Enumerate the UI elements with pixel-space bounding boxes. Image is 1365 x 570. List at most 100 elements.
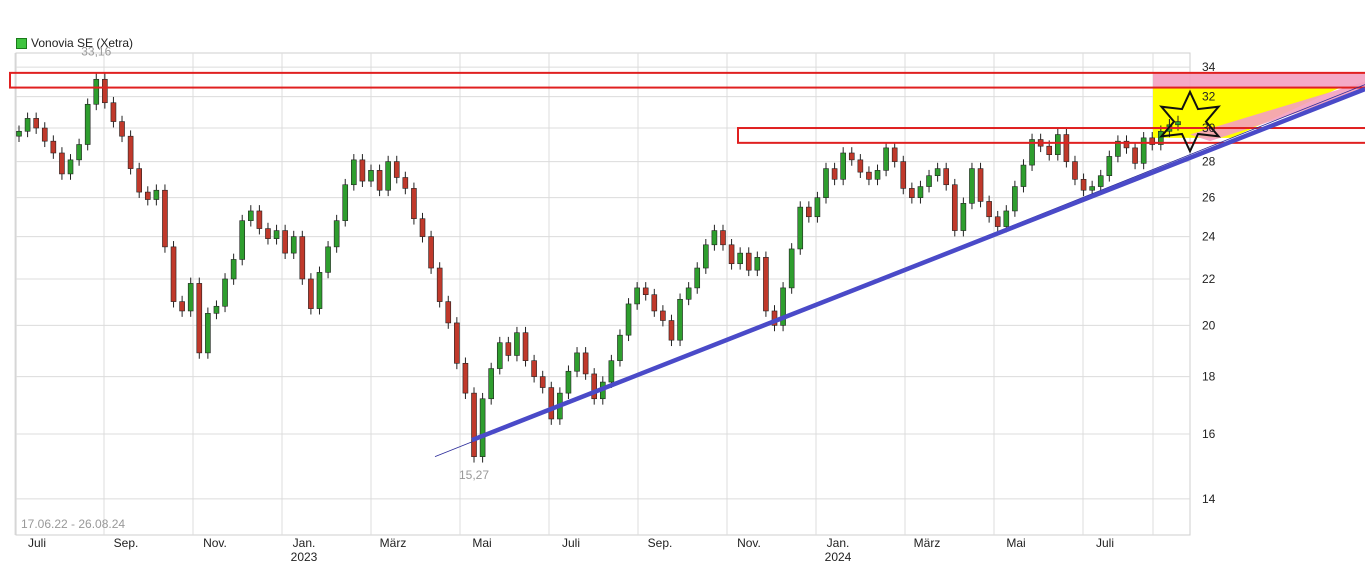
candle-body (50, 140, 57, 154)
candle-body (703, 244, 709, 269)
x-tick-label: Juli (28, 536, 46, 550)
y-tick-label: 14 (1202, 492, 1216, 506)
x-tick-label: Mai (1006, 536, 1025, 550)
candle-body (333, 220, 340, 248)
candle-body (385, 161, 391, 191)
candle-body (677, 298, 683, 341)
candle-body (76, 144, 82, 161)
chart-axes: 14 16 18 20 22 24 26 28 30 32 34 Juli Sep. Nov. Jan. Mä… (21, 45, 1216, 564)
candle-body (299, 236, 306, 280)
y-tick-label: 20 (1202, 318, 1216, 332)
candle-body (454, 322, 460, 364)
projection-fill (1153, 87, 1340, 138)
candle-body (1080, 178, 1087, 191)
y-tick-label: 28 (1202, 155, 1216, 169)
candle-body (84, 103, 91, 145)
candle-body (806, 206, 812, 218)
candle-body (102, 78, 108, 104)
chart-grid (14, 52, 1191, 536)
candle-body (857, 159, 864, 173)
candle-body (170, 246, 177, 302)
candle-body (866, 171, 872, 180)
x-tick-label: Juli (1096, 536, 1114, 550)
candle-body (668, 320, 675, 341)
candle-body (316, 272, 323, 309)
star-marker (1158, 89, 1222, 154)
candle-body (1158, 130, 1164, 145)
candle-body (119, 121, 125, 137)
candle-body (411, 188, 417, 220)
candle-body (745, 252, 752, 271)
candle-body (780, 287, 786, 326)
candle-body (239, 220, 246, 260)
candle-body (694, 267, 701, 289)
candle-body (1055, 134, 1061, 155)
y-tick-label: 34 (1202, 60, 1216, 74)
candle-body (248, 210, 254, 221)
candle-body (891, 147, 898, 162)
candle-body (290, 236, 297, 254)
candle-body (1097, 175, 1104, 187)
candle-body (230, 259, 237, 280)
candle-body (308, 278, 314, 309)
candle-body (994, 216, 1001, 227)
candle-body (505, 342, 512, 356)
candle-body (1140, 137, 1147, 164)
candle-body (265, 228, 271, 239)
projection-overlay (1153, 72, 1365, 142)
y-tick-label: 32 (1202, 90, 1216, 104)
drawing-overlay (9, 71, 1365, 458)
candle-body (273, 230, 280, 239)
candle-body (222, 278, 228, 307)
projection-wedge (1190, 81, 1365, 142)
candle-body (93, 78, 100, 105)
candle-body (16, 130, 22, 137)
x-tick-label: Jan. (827, 536, 850, 550)
candle-body (445, 301, 452, 324)
candle-body (1132, 147, 1138, 164)
date-range-label: 17.06.22 - 26.08.24 (21, 517, 125, 531)
candle-body (67, 159, 74, 175)
candle-body (642, 287, 649, 296)
trendline-thick (471, 86, 1365, 443)
candle-body (625, 303, 632, 336)
candle-body (651, 294, 658, 312)
candle-body (711, 230, 718, 246)
candle-body (522, 332, 529, 361)
candle-body (969, 168, 975, 204)
candle-body (325, 246, 331, 273)
annotation-high: 33,16 (81, 45, 111, 59)
y-tick-label: 26 (1202, 191, 1216, 205)
candle-body (1149, 137, 1156, 145)
candle-body (660, 310, 666, 321)
candle-body (428, 236, 434, 269)
candlestick-series (16, 73, 1181, 463)
candle-body (763, 257, 769, 312)
candle-body (110, 102, 117, 122)
candle-body (874, 170, 881, 180)
candle-body (617, 334, 623, 361)
candle-body (814, 197, 821, 218)
candle-body (883, 147, 889, 171)
x-tick-label: Nov. (203, 536, 227, 550)
candle-body (539, 376, 546, 388)
candle-body (1046, 145, 1053, 155)
y-tick-label: 24 (1202, 230, 1216, 244)
candle-body (909, 188, 915, 198)
candle-body (376, 170, 383, 191)
legend-swatch (16, 37, 27, 49)
candle-body (153, 189, 160, 200)
candle-body (737, 252, 743, 265)
x-tick-label: Mai (472, 536, 491, 550)
candle-body (1175, 121, 1181, 126)
candle-body (1012, 186, 1018, 212)
y-tick-label: 22 (1202, 272, 1216, 286)
candle-body (960, 203, 967, 231)
candle-body (488, 368, 494, 400)
candle-body (393, 161, 400, 178)
candle-body (934, 168, 941, 177)
candle-body (797, 206, 804, 250)
candle-body (187, 283, 194, 312)
candle-body (823, 168, 829, 198)
